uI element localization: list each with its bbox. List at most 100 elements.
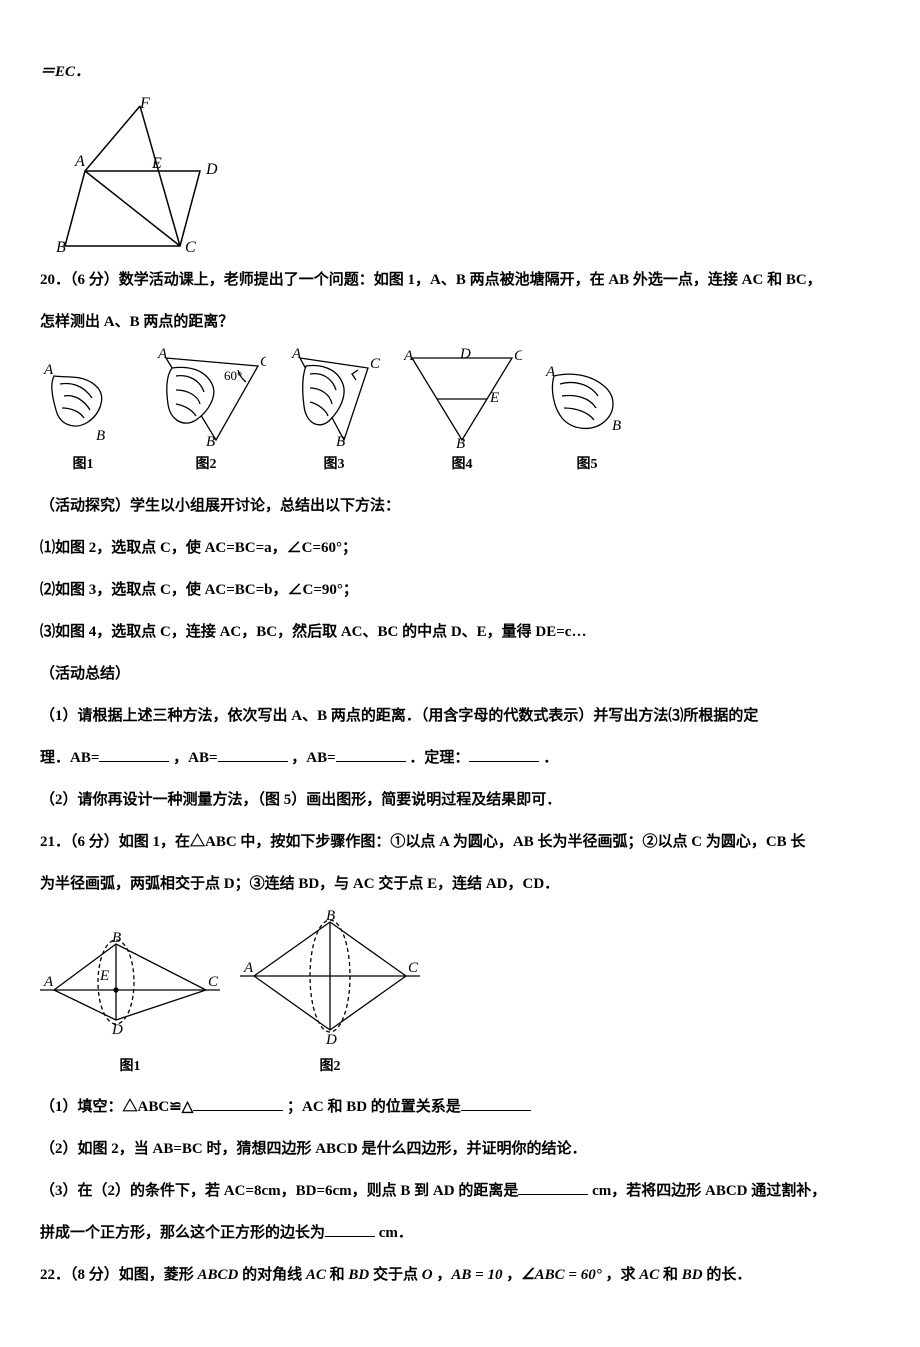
q21-fig1: A B C D E	[40, 930, 220, 1050]
q22-ac2: AC	[639, 1267, 659, 1283]
q19-figure: A B C D E F	[40, 96, 880, 256]
svg-text:C: C	[185, 239, 196, 256]
blank	[99, 745, 169, 762]
q21-fig2: A B C D	[240, 910, 420, 1050]
q22-angle: ∠ABC = 60°	[521, 1267, 602, 1283]
q22-mid4: ，	[436, 1267, 451, 1283]
q21-q1: （1）填空：△ABC≌△ ；AC 和 BD 的位置关系是	[40, 1089, 880, 1125]
svg-text:B: B	[612, 418, 621, 434]
q20-q1b-mid1: ，AB=	[173, 750, 217, 766]
q22-mid3: 交于点	[373, 1267, 422, 1283]
svg-text:C: C	[208, 974, 219, 990]
q22-end: 的长．	[706, 1267, 751, 1283]
svg-text:D: D	[459, 348, 471, 362]
blank	[518, 1179, 588, 1196]
q22-mid5: ，	[506, 1267, 521, 1283]
q20-activity-summary: （活动总结）	[40, 656, 880, 692]
svg-text:D: D	[111, 1022, 123, 1038]
q20-fig4: A C B D E	[402, 348, 522, 448]
q22-abcd: ABCD	[198, 1267, 239, 1283]
svg-text:A: A	[74, 153, 85, 170]
svg-text:E: E	[489, 390, 499, 406]
svg-text:B: B	[336, 434, 345, 448]
q20-fig1: A B	[40, 356, 126, 448]
svg-text:F: F	[139, 96, 150, 112]
q20-fig2-label: 图2	[146, 448, 266, 482]
blank	[336, 745, 406, 762]
blank	[469, 745, 539, 762]
svg-text:A: A	[403, 348, 414, 364]
blank	[218, 745, 288, 762]
q22-pre: 22．（8 分）如图，菱形	[40, 1267, 198, 1283]
svg-text:A: A	[243, 960, 254, 976]
q22-mid2: 和	[330, 1267, 349, 1283]
svg-text:C: C	[370, 356, 381, 372]
svg-text:A: A	[157, 348, 168, 362]
q21-q3-pre: （3）在（2）的条件下，若 AC=8cm，BD=6cm，则点 B 到 AD 的距…	[40, 1183, 518, 1199]
q22-bd2: BD	[682, 1267, 703, 1283]
q20-fig3-label: 图3	[286, 448, 382, 482]
q22-bd: BD	[348, 1267, 369, 1283]
svg-text:A: A	[43, 974, 54, 990]
q22: 22．（8 分）如图，菱形 ABCD 的对角线 AC 和 BD 交于点 O ，A…	[40, 1257, 880, 1293]
svg-text:B: B	[456, 436, 465, 448]
svg-text:B: B	[96, 428, 105, 444]
q20-q1b-mid3: ．定理：	[409, 750, 469, 766]
q20-fig5-label: 图5	[542, 448, 632, 482]
q19-eq: ＝EC．	[40, 54, 880, 90]
q20-fig5: A B	[542, 362, 632, 448]
svg-text:A: A	[43, 362, 54, 378]
q20-q1a: （1）请根据上述三种方法，依次写出 A、B 两点的距离．（用含字母的代数式表示）…	[40, 698, 880, 734]
svg-text:60°: 60°	[224, 368, 242, 383]
q20-fig4-label: 图4	[402, 448, 522, 482]
q21-q3-mid1: cm，若将四边形 ABCD 通过割补，	[592, 1183, 826, 1199]
q20-fig1-label: 图1	[40, 448, 126, 482]
q21-q2: （2）如图 2，当 AB=BC 时，猜想四边形 ABCD 是什么四边形，并证明你…	[40, 1131, 880, 1167]
q21-line1: 21．（6 分）如图 1，在△ABC 中，按如下步骤作图：①以点 A 为圆心，A…	[40, 824, 880, 860]
q22-ac: AC	[306, 1267, 326, 1283]
svg-text:E: E	[99, 968, 109, 984]
q21-fig2-label: 图2	[240, 1050, 420, 1084]
blank	[193, 1095, 283, 1112]
q20-m3: ⑶如图 4，选取点 C，连接 AC，BC，然后取 AC、BC 的中点 D、E，量…	[40, 614, 880, 650]
svg-text:B: B	[206, 434, 215, 448]
blank	[325, 1221, 375, 1238]
q21-q3-line2: 拼成一个正方形，那么这个正方形的边长为 cm．	[40, 1215, 880, 1251]
q20-q1b-end: ．	[543, 750, 558, 766]
q21-q3-end: cm．	[379, 1225, 413, 1241]
q20-fig2: A B C 60°	[146, 348, 266, 448]
q20-q1b-mid2: ，AB=	[291, 750, 335, 766]
q20-line2: 怎样测出 A、B 两点的距离？	[40, 304, 880, 340]
q21-q1-mid: ；AC 和 BD 的位置关系是	[287, 1099, 461, 1115]
svg-text:D: D	[325, 1032, 337, 1048]
q20-line1: 20．（6 分）数学活动课上，老师提出了一个问题：如图 1，A、B 两点被池塘隔…	[40, 262, 880, 298]
q20-q1b: 理．AB= ，AB= ，AB= ．定理： ．	[40, 740, 880, 776]
svg-text:A: A	[545, 364, 556, 380]
q22-o: O	[422, 1267, 433, 1283]
q20-activity-explore: （活动探究）学生以小组展开讨论，总结出以下方法：	[40, 488, 880, 524]
q21-line2: 为半径画弧，两弧相交于点 D；③连结 BD，与 AC 交于点 E，连结 AD，C…	[40, 866, 880, 902]
q20-m2: ⑵如图 3，选取点 C，使 AC=BC=b，∠C=90°；	[40, 572, 880, 608]
q20-fig3: A B C	[286, 348, 382, 448]
q22-ab-eq: AB = 10	[451, 1267, 502, 1283]
svg-text:D: D	[205, 161, 218, 178]
q21-q3-mid2: 拼成一个正方形，那么这个正方形的边长为	[40, 1225, 325, 1241]
svg-text:B: B	[112, 930, 121, 946]
svg-text:B: B	[56, 239, 66, 256]
q20-m1: ⑴如图 2，选取点 C，使 AC=BC=a，∠C=60°；	[40, 530, 880, 566]
svg-text:E: E	[151, 155, 162, 172]
svg-text:C: C	[408, 960, 419, 976]
svg-text:A: A	[291, 348, 302, 362]
q20-q2: （2）请你再设计一种测量方法，（图 5）画出图形，简要说明过程及结果即可．	[40, 782, 880, 818]
svg-text:C: C	[260, 354, 266, 370]
q21-fig1-label: 图1	[40, 1050, 220, 1084]
q22-mid1: 的对角线	[242, 1267, 306, 1283]
q21-q1-pre: （1）填空：△ABC≌△	[40, 1099, 193, 1115]
blank	[461, 1095, 531, 1112]
svg-text:B: B	[326, 910, 335, 924]
q22-mid6: ，求	[605, 1267, 639, 1283]
q21-figures: A B C D E 图1 A B C D 图2	[40, 910, 880, 1084]
q21-q3-line1: （3）在（2）的条件下，若 AC=8cm，BD=6cm，则点 B 到 AD 的距…	[40, 1173, 880, 1209]
svg-text:C: C	[514, 348, 522, 364]
q20-q1b-pre: 理．AB=	[40, 750, 99, 766]
